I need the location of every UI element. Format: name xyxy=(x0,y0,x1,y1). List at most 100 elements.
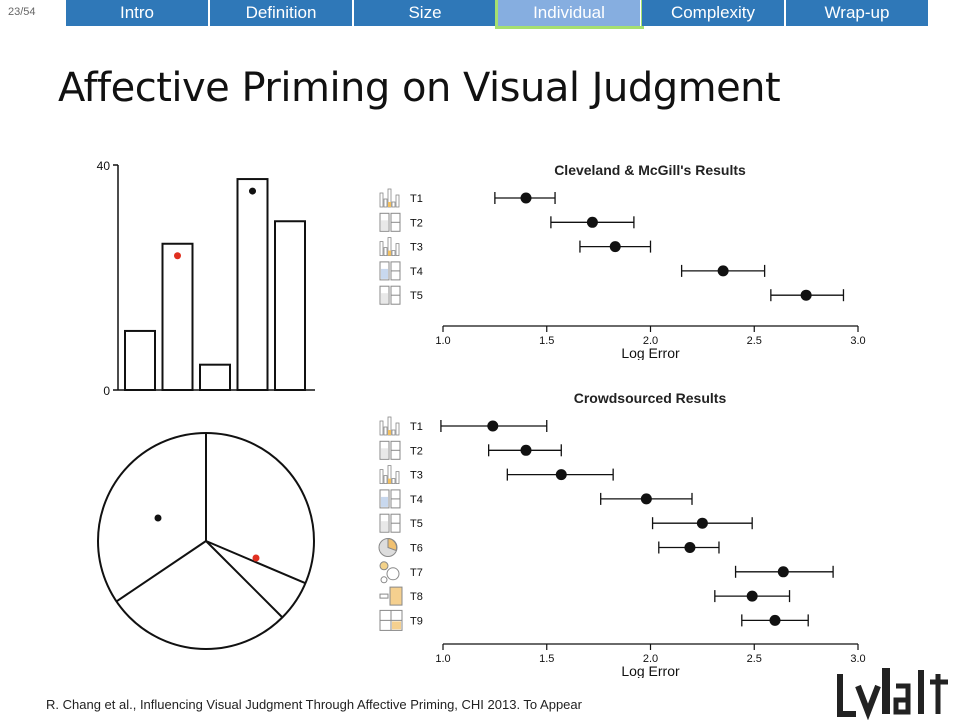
stimulus-bar xyxy=(199,363,231,391)
mean-point xyxy=(696,517,708,529)
technique-label: T4 xyxy=(410,494,423,506)
x-tick-label: 1.5 xyxy=(539,335,554,347)
mean-point xyxy=(746,590,758,602)
stimulus-bar xyxy=(274,220,306,391)
x-tick-label: 2.5 xyxy=(747,335,762,347)
x-tick-label: 2.0 xyxy=(643,653,658,665)
stimulus-bar xyxy=(236,178,269,391)
slide-counter: 23/54 xyxy=(8,6,36,18)
mean-point xyxy=(609,241,621,253)
mean-point xyxy=(769,614,781,626)
stimulus-marker-dot xyxy=(249,187,256,195)
citation: R. Chang et al., Influencing Visual Judg… xyxy=(46,697,582,712)
x-tick-label: 2.0 xyxy=(643,335,658,347)
technique-thumbnail xyxy=(381,293,388,304)
technique-label: T3 xyxy=(410,242,423,254)
mean-point xyxy=(586,216,598,228)
technique-label: T4 xyxy=(410,266,423,278)
x-tick-label: 3.0 xyxy=(850,335,865,347)
mean-point xyxy=(555,469,567,481)
technique-thumbnail xyxy=(379,593,389,599)
technique-thumbnail xyxy=(381,521,388,532)
technique-thumbnail xyxy=(387,465,392,484)
stimulus-bar-chart: 40 0 xyxy=(97,159,315,398)
cleveland-mcgill-results-chart: Cleveland & McGill's Results 1.0 1.5 2.0 2.5… xyxy=(379,162,866,360)
technique-label: T6 xyxy=(410,543,423,555)
technique-thumbnail xyxy=(380,576,388,584)
stimulus-bar xyxy=(161,242,194,391)
technique-thumbnail xyxy=(381,268,388,279)
tab-intro[interactable]: Intro xyxy=(66,0,209,26)
technique-label: T9 xyxy=(410,615,423,627)
technique-thumbnail xyxy=(386,567,400,581)
technique-thumbnail xyxy=(379,241,384,256)
x-tick-label: 3.0 xyxy=(850,653,865,665)
chart-title: Crowdsourced Results xyxy=(574,390,727,406)
technique-label: T5 xyxy=(410,518,423,530)
technique-label: T3 xyxy=(410,470,423,482)
technique-thumbnail xyxy=(383,247,388,256)
technique-thumbnail xyxy=(395,471,400,484)
technique-label: T2 xyxy=(410,217,423,229)
stimulus-pie-chart xyxy=(97,432,315,650)
stimulus-marker-dot xyxy=(174,252,181,260)
x-axis-label: Log Error xyxy=(621,663,680,678)
technique-label: T7 xyxy=(410,567,423,579)
mean-point xyxy=(487,420,499,432)
tab-individual[interactable]: Individual xyxy=(498,0,641,26)
technique-thumbnail xyxy=(389,586,403,606)
stimulus-marker-dot xyxy=(252,554,260,562)
tab-wrap-up[interactable]: Wrap-up xyxy=(786,0,929,26)
technique-thumbnail xyxy=(392,621,401,630)
x-tick-label: 1.0 xyxy=(435,653,450,665)
technique-thumbnail xyxy=(381,448,388,459)
technique-thumbnail xyxy=(391,478,396,484)
x-tick-label: 2.5 xyxy=(747,653,762,665)
technique-label: T1 xyxy=(410,421,423,433)
technique-label: T1 xyxy=(410,193,423,205)
technique-label: T8 xyxy=(410,591,423,603)
technique-thumbnail xyxy=(391,201,396,208)
valt-logo xyxy=(837,668,948,720)
tab-complexity[interactable]: Complexity xyxy=(642,0,785,26)
technique-thumbnail xyxy=(388,250,391,256)
mean-point xyxy=(777,566,789,578)
technique-thumbnail xyxy=(383,426,388,436)
technique-thumbnail xyxy=(395,422,400,436)
chart-title: Cleveland & McGill's Results xyxy=(554,162,746,178)
technique-thumbnail xyxy=(387,537,397,552)
stimulus-bar xyxy=(124,329,156,391)
technique-thumbnail xyxy=(379,469,384,484)
pie-slice-boundary xyxy=(205,540,306,585)
mean-point xyxy=(520,444,532,456)
technique-thumbnail xyxy=(379,561,389,571)
technique-thumbnail xyxy=(388,430,391,435)
technique-thumbnail xyxy=(388,478,391,484)
technique-label: T2 xyxy=(410,445,423,457)
page-title: Affective Priming on Visual Judgment xyxy=(58,65,781,111)
technique-thumbnail xyxy=(381,496,388,507)
tab-size[interactable]: Size xyxy=(354,0,497,26)
x-tick-label: 1.5 xyxy=(539,653,554,665)
technique-thumbnail xyxy=(387,237,392,256)
mean-point xyxy=(520,192,532,204)
mean-point xyxy=(800,289,812,301)
crowdsourced-results-chart: Crowdsourced Results 1.0 1.5 2.0 2.5 3.0 Log E… xyxy=(378,390,866,678)
technique-thumbnail xyxy=(383,198,388,208)
tab-definition[interactable]: Definition xyxy=(210,0,353,26)
mean-point xyxy=(684,542,696,553)
mean-point xyxy=(717,265,729,277)
stimulus-marker-dot xyxy=(154,514,162,522)
technique-thumbnail xyxy=(391,429,396,436)
technique-thumbnail xyxy=(388,202,391,207)
technique-thumbnail xyxy=(395,194,400,208)
technique-thumbnail xyxy=(395,243,400,256)
x-axis-label: Log Error xyxy=(621,345,680,360)
technique-label: T5 xyxy=(410,290,423,302)
pie-slice-boundary xyxy=(115,540,207,603)
y-tick-label: 0 xyxy=(103,384,110,398)
y-tick-label: 40 xyxy=(97,159,111,173)
pie-slice-boundary xyxy=(205,540,284,619)
mean-point xyxy=(640,493,652,505)
technique-thumbnail xyxy=(379,192,384,208)
